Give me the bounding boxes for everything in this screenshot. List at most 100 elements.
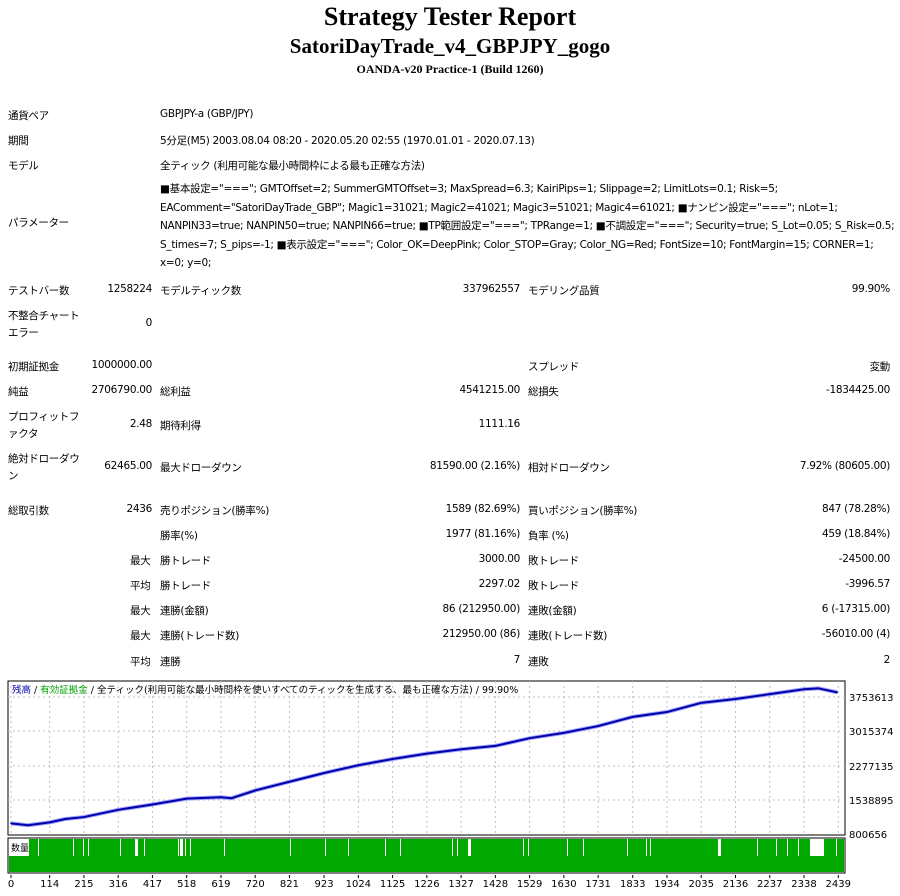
x-tick-label: 1327 — [448, 879, 473, 890]
balance-point — [64, 818, 67, 820]
chart-legend: 残高 / 有効証拠金 / 全ティック(利用可能な最小時間枠を使いすべてのティック… — [12, 684, 518, 696]
balance-point — [391, 758, 394, 760]
x-tick-label: 619 — [211, 879, 230, 890]
volume-gap — [400, 839, 401, 856]
legend-equity: 有効証拠金 — [40, 684, 88, 696]
x-tick-label: 1731 — [585, 879, 610, 890]
volume-bars — [9, 839, 844, 872]
server-name: OANDA-v20 Practice-1 (Build 1260) — [356, 62, 544, 76]
volume-gap — [144, 839, 145, 856]
model-label: モデル — [8, 160, 39, 172]
balance-point — [230, 797, 233, 799]
win-value: 1977 (81.16%) — [445, 528, 521, 540]
volume-gap — [88, 839, 89, 856]
balance-point — [117, 809, 119, 811]
balance-point — [734, 698, 737, 700]
ticks-label: モデルティック数 — [160, 285, 241, 297]
balance-point — [817, 687, 820, 690]
volume-gap — [224, 839, 225, 856]
balance-point — [323, 772, 325, 774]
balance-chart: 3753613 3015374 2277135 1538895 800656 0 114 21… — [7, 680, 894, 890]
net-label: 純益 — [8, 386, 29, 398]
volume-gap — [182, 839, 183, 856]
volume-gap — [650, 839, 651, 856]
cons-losses-money-label: 連敗(金額) — [528, 605, 577, 617]
gross-loss-label: 総損失 — [528, 386, 559, 398]
legend-model: 全ティック(利用可能な最小時間枠を使いすべてのティックを生成する、最も正確な方法… — [97, 684, 473, 696]
x-tick-label: 1630 — [551, 879, 576, 890]
volume-gap — [190, 839, 191, 856]
avg-cons-losses-value: 2 — [883, 654, 891, 666]
avg-cons-wins-label: 連勝 — [160, 656, 181, 668]
legend-sep: / — [31, 685, 40, 696]
legend-sep: / — [473, 685, 482, 696]
x-tick-label: 821 — [280, 879, 299, 890]
gross-loss-value: -1834425.00 — [826, 384, 890, 396]
period-value: 5分足(M5) 2003.08.04 08:20 - 2020.05.20 02… — [160, 135, 535, 147]
x-tick-label: 1833 — [620, 879, 645, 890]
balance-point — [836, 691, 839, 694]
balance-point — [597, 725, 599, 727]
x-tick-label: 1934 — [654, 879, 679, 890]
balance-point — [27, 824, 29, 827]
errors-label: 不整合チャートエラー — [8, 310, 80, 339]
period-label: 期間 — [8, 135, 29, 147]
max-label: 最大 — [130, 605, 151, 617]
balance-point — [10, 822, 12, 825]
x-tick-label: 1125 — [380, 879, 405, 890]
symbol-label: 通貨ペア — [8, 110, 49, 122]
x-tick-label: 923 — [315, 879, 334, 890]
volume-gap — [567, 839, 568, 856]
short-label: 売りポジション(勝率%) — [160, 505, 270, 517]
cons-losses-money-value: 6 (-17315.00) — [821, 603, 891, 615]
balance-point — [700, 702, 703, 704]
balance-point — [83, 816, 85, 818]
avg-loss-label: 敗トレード — [528, 580, 579, 592]
params-label: パラメーター — [8, 217, 69, 229]
volume-gap — [178, 839, 179, 856]
short-value: 1589 (82.69%) — [445, 503, 521, 515]
errors-value: 0 — [145, 317, 153, 329]
deposit-value: 1000000.00 — [91, 359, 153, 371]
volume-gap — [757, 839, 758, 856]
legend-balance: 残高 — [12, 684, 31, 696]
x-tick-label: 720 — [246, 879, 265, 890]
volume-gap — [452, 839, 453, 856]
balance-point — [631, 716, 634, 718]
balance-point — [288, 780, 291, 783]
volume-label: 数量 — [11, 842, 29, 854]
volume-gap — [185, 839, 186, 856]
cons-loss-value: -56010.00 (4) — [821, 628, 891, 640]
symbol-value: GBPJPY-a (GBP/JPY) — [160, 108, 254, 120]
volume-gap — [583, 839, 584, 856]
report-subtitle: SatoriDayTrade_v4_GBPJPY_gogo — [289, 34, 611, 58]
spread-label: スプレッド — [528, 361, 579, 373]
x-tick-label: 1226 — [414, 879, 439, 890]
gross-profit-value: 4541215.00 — [459, 384, 521, 396]
balance-point — [528, 737, 531, 739]
avg-label: 平均 — [130, 656, 151, 668]
gross-profit-label: 総利益 — [160, 386, 191, 398]
x-tick-label: 518 — [177, 879, 196, 890]
balance-point — [254, 789, 257, 792]
spread-value: 変動 — [869, 361, 891, 373]
avg-win-label: 勝トレード — [160, 580, 211, 592]
balance-point — [803, 688, 805, 691]
volume-gap — [73, 839, 74, 856]
largest-loss-value: -24500.00 — [838, 553, 891, 565]
model-value: 全ティック (利用可能な最小時間枠による最も正確な方法) — [160, 160, 425, 172]
x-tick-label: 2237 — [757, 879, 782, 890]
trades-label: 総取引数 — [8, 505, 49, 517]
volume-gap — [627, 839, 628, 856]
balance-point — [220, 796, 222, 799]
loss-label: 負率 (%) — [528, 530, 569, 542]
avg-win-value: 2297.02 — [478, 578, 521, 590]
params-value: ■基本設定="==="; GMTOffset=2; SummerGMTOffse… — [160, 183, 895, 269]
largest-loss-label: 敗トレード — [528, 555, 579, 567]
volume-gap — [718, 839, 721, 856]
volume-gap — [290, 839, 291, 856]
balance-point — [460, 748, 462, 751]
abs-dd-label: 絶対ドローダウン — [8, 453, 80, 482]
cons-wins-money-label: 連勝(金額) — [160, 605, 209, 617]
balance-point — [666, 711, 668, 713]
